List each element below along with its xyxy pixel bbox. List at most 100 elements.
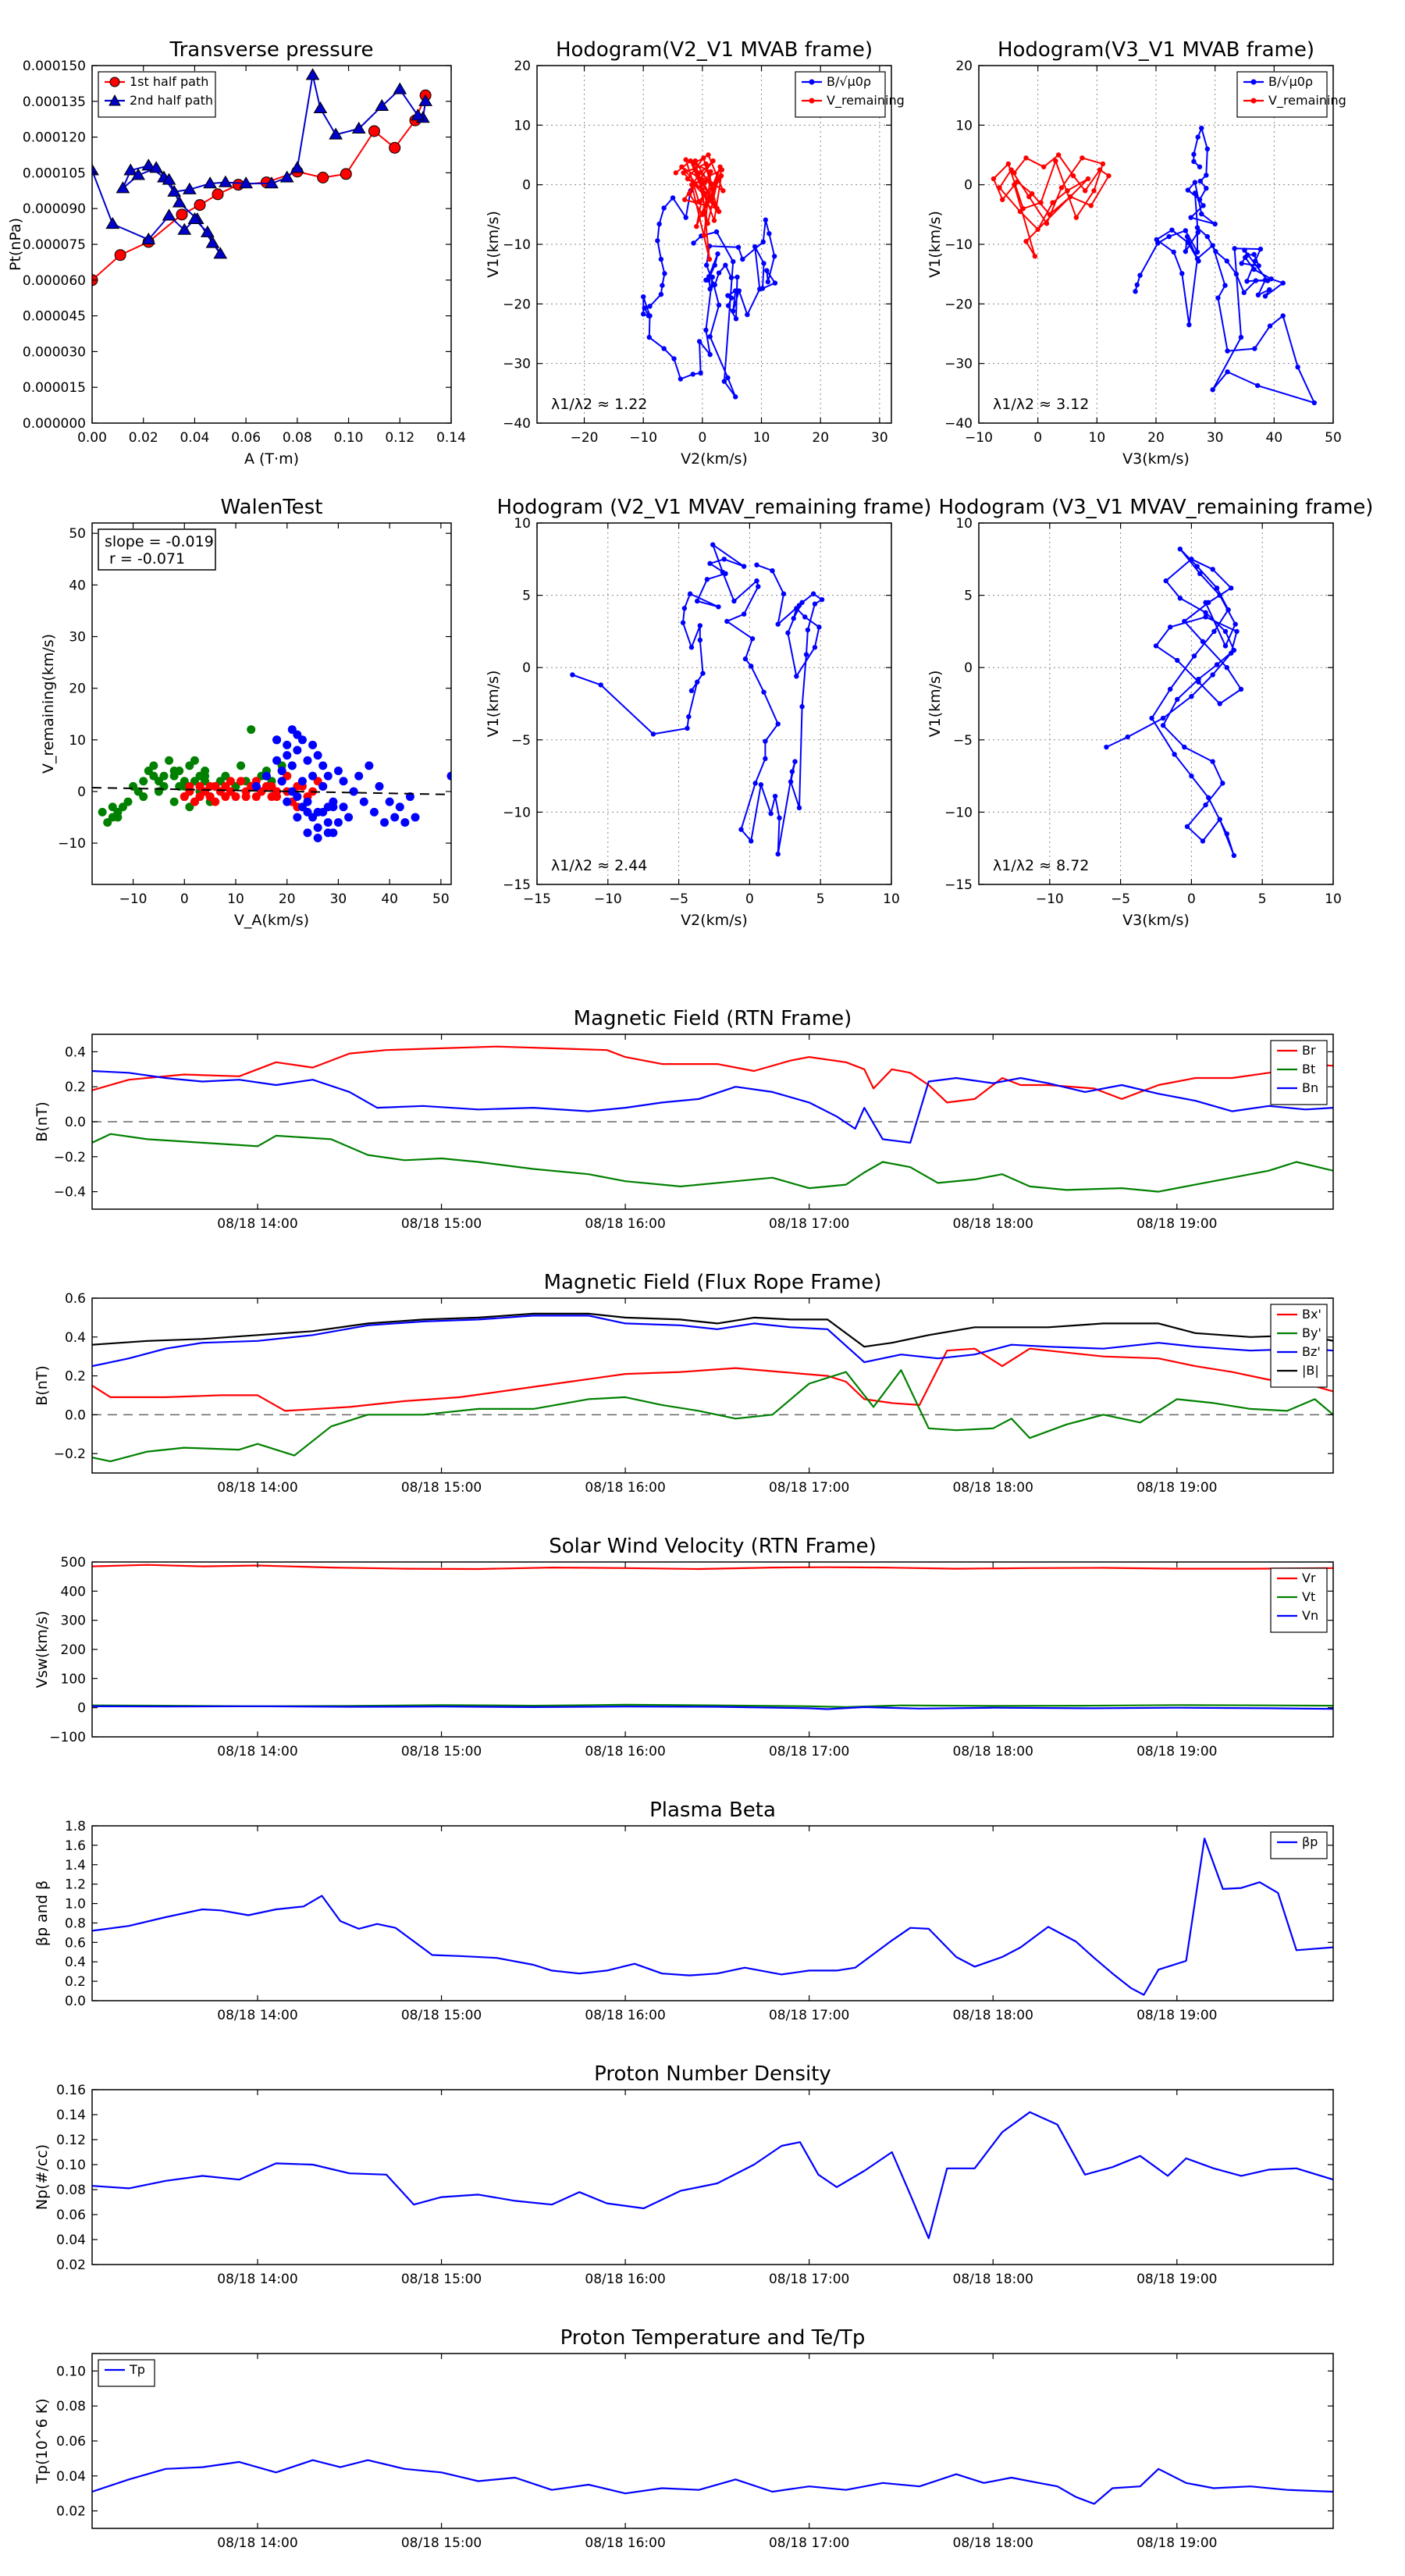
- data-point: [339, 777, 348, 786]
- chart-title: Hodogram(V3_V1 MVAB frame): [998, 38, 1314, 62]
- data-point: [660, 283, 665, 288]
- data-point: [344, 813, 354, 822]
- data-point: [704, 200, 710, 205]
- data-point: [991, 176, 997, 182]
- data-point: [718, 173, 724, 179]
- data-point: [1050, 200, 1055, 205]
- x-tick-label: 08/18 17:00: [769, 2535, 849, 2551]
- data-point: [340, 168, 352, 180]
- series-line-bn: [92, 1069, 1333, 1144]
- data-point: [598, 682, 603, 688]
- data-point: [1203, 614, 1208, 620]
- data-point: [688, 645, 695, 650]
- legend-marker: [809, 79, 815, 85]
- data-point: [689, 182, 695, 187]
- y-tick-label: −0.2: [54, 1446, 86, 1462]
- data-point: [313, 833, 322, 842]
- data-point: [190, 756, 199, 765]
- data-point: [763, 217, 769, 222]
- data-point: [411, 813, 420, 822]
- y-tick-label: 5: [964, 589, 973, 604]
- data-point: [1203, 600, 1208, 606]
- data-point: [1231, 647, 1237, 653]
- data-point: [237, 777, 246, 786]
- y-tick-label: 30: [69, 630, 86, 646]
- data-point: [1070, 173, 1076, 179]
- data-point: [691, 240, 696, 246]
- data-point: [725, 303, 731, 308]
- data-point: [1229, 585, 1234, 591]
- data-point: [1073, 215, 1080, 220]
- data-point: [175, 781, 184, 791]
- x-tick-label: 08/18 16:00: [585, 2008, 665, 2023]
- y-tick-label: 0.02: [56, 2504, 86, 2520]
- data-point: [681, 606, 688, 611]
- x-tick-label: 0.12: [385, 430, 414, 446]
- chart-hodo2: Hodogram(V3_V1 MVAB frame) −10 0 10 20 30 40 50…: [927, 38, 1346, 468]
- chart-hodo3: Hodogram (V2_V1 MVAV_remaining frame) −15…: [485, 496, 931, 929]
- data-point: [650, 731, 656, 737]
- y-tick-label: −15: [944, 877, 973, 893]
- data-point: [678, 376, 684, 382]
- y-tick-label: 0.16: [56, 2083, 86, 2098]
- y-tick-label: −20: [944, 297, 973, 312]
- data-point: [1182, 744, 1187, 750]
- data-point: [1184, 233, 1190, 240]
- data-point: [1192, 180, 1198, 185]
- data-point: [218, 175, 233, 187]
- y-tick-label: 0.000075: [23, 237, 86, 253]
- data-point: [709, 194, 714, 200]
- y-tick-label: −20: [503, 297, 531, 312]
- data-point: [720, 569, 726, 575]
- chart-hodo4: Hodogram (V3_V1 MVAV_remaining frame) −10…: [927, 496, 1373, 929]
- chart-title: WalenTest: [221, 496, 323, 519]
- data-point: [656, 221, 662, 227]
- data-point: [749, 664, 754, 669]
- legend-label: Tp: [129, 2362, 145, 2377]
- data-point: [1245, 252, 1250, 258]
- legend-marker: [1250, 98, 1257, 104]
- x-tick-label: 08/18 19:00: [1136, 1216, 1217, 1232]
- data-point: [380, 818, 389, 827]
- y-tick-label: −0.2: [54, 1150, 86, 1165]
- data-point: [1252, 258, 1258, 264]
- data-point: [212, 188, 224, 201]
- chart-temp: Proton Temperature and Te/Tp 08/18 14:00 0…: [34, 2326, 1334, 2551]
- plot-area: [92, 68, 433, 286]
- legend-label: Vr: [1302, 1571, 1316, 1585]
- data-point: [308, 813, 318, 822]
- data-point: [247, 725, 256, 735]
- data-point: [706, 256, 713, 262]
- data-point: [287, 787, 297, 796]
- data-point: [272, 792, 282, 802]
- data-point: [187, 212, 202, 225]
- plot-area: [570, 542, 825, 857]
- x-tick-label: 50: [432, 891, 450, 907]
- data-point: [686, 713, 692, 720]
- data-point: [1153, 643, 1159, 649]
- plot-area: [92, 1838, 1333, 1996]
- data-point: [203, 176, 218, 189]
- legend-label: Vn: [1302, 1608, 1318, 1623]
- data-point: [92, 163, 99, 176]
- data-point: [1196, 676, 1201, 682]
- data-point: [1189, 694, 1194, 699]
- plot-frame: [91, 2089, 1334, 2265]
- data-point: [1088, 203, 1094, 208]
- chart-hodo1: Hodogram(V2_V1 MVAB frame) −20 −10 0 10 20 30 −…: [485, 38, 905, 468]
- data-point: [277, 777, 286, 786]
- y-tick-label: 0.12: [56, 2133, 86, 2148]
- y-tick-label: 0.000120: [23, 130, 86, 146]
- data-point: [1169, 227, 1175, 233]
- x-tick-label: 50: [1325, 430, 1342, 446]
- data-point: [785, 630, 791, 635]
- data-point: [738, 827, 744, 832]
- data-point: [1000, 197, 1005, 202]
- chart-title: Transverse pressure: [169, 38, 374, 62]
- legend-box: [1270, 1831, 1328, 1859]
- data-point: [802, 614, 808, 620]
- x-tick-label: 30: [1207, 430, 1224, 446]
- data-point: [114, 249, 126, 262]
- x-tick-label: 0: [1033, 430, 1042, 446]
- x-tick-label: 08/18 16:00: [585, 2272, 665, 2287]
